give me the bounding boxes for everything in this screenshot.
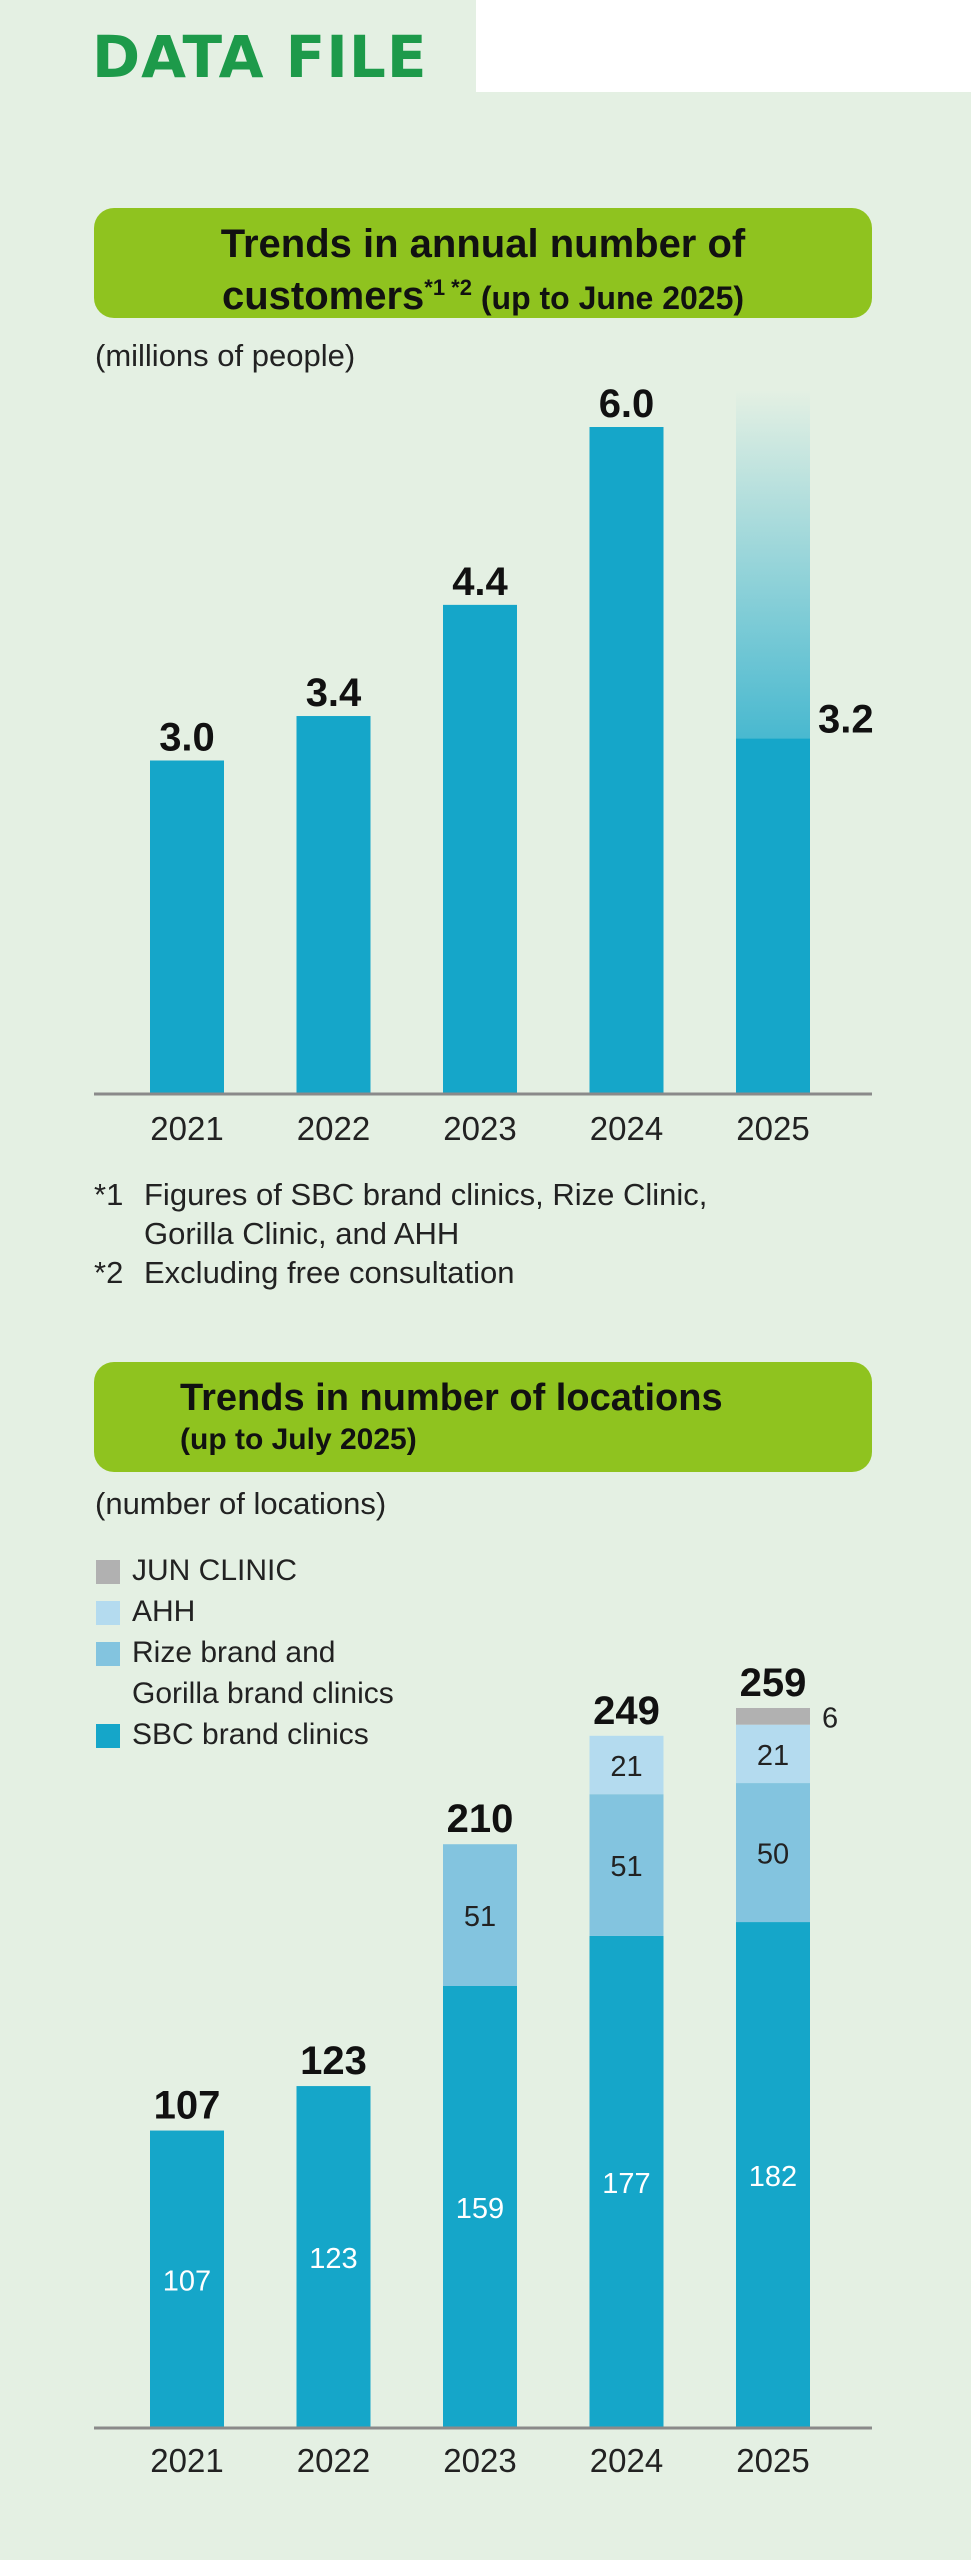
customers-note-1-text-cont: Gorilla Clinic, and AHH xyxy=(144,1216,460,1251)
legend-label-jun-clinic: JUN CLINIC xyxy=(132,1554,298,1587)
customers-chart-period: (up to June 2025) xyxy=(471,280,745,316)
customers-note-2-text: Excluding free consultation xyxy=(144,1255,515,1290)
customers-note-2: *2 xyxy=(94,1255,123,1291)
locations-bar-2023-sbc xyxy=(443,1985,517,2428)
customers-value-2022: 3.4 xyxy=(306,671,362,715)
customers-value-2021: 3.0 xyxy=(159,716,215,760)
customers-tick-2021: 2021 xyxy=(150,1110,223,1147)
note-mark-1: *1 xyxy=(94,1177,124,1212)
customers-note-1-text: Figures of SBC brand clinics, Rize Clini… xyxy=(144,1177,708,1212)
locations-bar-2021-sbc xyxy=(150,2130,224,2428)
locations-total-2025: 259 xyxy=(740,1661,807,1705)
locations-bar-2022-sbc xyxy=(296,2086,371,2428)
customers-chart-banner: Trends in annual number of customers*1 *… xyxy=(94,208,872,318)
locations-seg-label-2025-ahh: 21 xyxy=(757,1740,789,1772)
legend-swatch-jun-clinic xyxy=(96,1560,120,1584)
customers-value-2024: 6.0 xyxy=(599,382,655,426)
locations-tick-2023: 2023 xyxy=(443,2442,516,2479)
locations-seg-label-2023-rize-gorilla: 51 xyxy=(464,1901,496,1933)
legend-label-sbc: SBC brand clinics xyxy=(132,1718,369,1751)
locations-seg-label-2022-sbc: 123 xyxy=(309,2243,357,2275)
customers-bar-2025 xyxy=(736,738,810,1094)
locations-total-2022: 123 xyxy=(300,2039,367,2083)
customers-chart-title-line2: customers*1 *2 (up to June 2025) xyxy=(94,266,872,320)
customers-tick-2022: 2022 xyxy=(297,1110,370,1147)
locations-bar-2023-rize-gorilla xyxy=(443,1844,517,1986)
locations-seg-label-2024-sbc: 177 xyxy=(602,2168,650,2200)
locations-seg-label-2024-rize-gorilla: 51 xyxy=(610,1851,642,1883)
customers-chart-title-line1: Trends in annual number of xyxy=(220,222,746,266)
customers-tick-2024: 2024 xyxy=(590,1110,663,1147)
legend-label-rize-gorilla: Rize brand and xyxy=(132,1636,336,1669)
locations-total-2021: 107 xyxy=(154,2084,221,2128)
locations-total-2024: 249 xyxy=(593,1689,660,1733)
legend-swatch-sbc xyxy=(96,1724,120,1748)
locations-seg-label-2024-ahh: 21 xyxy=(610,1751,642,1783)
legend-label-rize-gorilla-cont: Gorilla brand clinics xyxy=(132,1677,394,1710)
locations-seg-label-2021-sbc: 107 xyxy=(163,2265,211,2297)
customers-tick-2025: 2025 xyxy=(736,1110,809,1147)
locations-tick-2025: 2025 xyxy=(736,2442,809,2479)
locations-bar-2024-rize-gorilla xyxy=(589,1794,664,1936)
customers-tick-2023: 2023 xyxy=(443,1110,516,1147)
customers-chart-title-word: customers xyxy=(221,274,425,318)
customers-bar-2021 xyxy=(150,760,224,1094)
customers-chart-footnote-refs: *1 *2 xyxy=(424,275,472,300)
locations-seg-label-2025-sbc: 182 xyxy=(749,2161,797,2193)
customers-chart-unit: (millions of people) xyxy=(95,338,356,373)
locations-tick-2022: 2022 xyxy=(297,2442,370,2479)
locations-chart-unit: (number of locations) xyxy=(95,1486,387,1521)
legend-swatch-ahh xyxy=(96,1601,120,1625)
customers-bar-2022 xyxy=(296,716,371,1094)
locations-chart-title-line2: (up to July 2025) xyxy=(180,1423,417,1456)
locations-bar-2025-rize-gorilla xyxy=(736,1783,810,1923)
locations-total-2023: 210 xyxy=(447,1797,514,1841)
customers-note-1: *1 xyxy=(94,1177,123,1213)
locations-tick-2021: 2021 xyxy=(150,2442,223,2479)
legend-swatch-rize-gorilla xyxy=(96,1642,120,1666)
customers-bar-projection xyxy=(736,390,810,739)
customers-bar-2023 xyxy=(443,604,517,1094)
legend-label-ahh: AHH xyxy=(132,1595,196,1628)
customers-value-2023: 4.4 xyxy=(452,560,508,604)
locations-seg-label-2025-jun-clinic: 6 xyxy=(822,1702,838,1734)
locations-bar-2024-ahh xyxy=(589,1735,664,1795)
locations-seg-label-2023-sbc: 159 xyxy=(456,2193,504,2225)
note-mark-2: *2 xyxy=(94,1255,124,1290)
locations-chart-title-line1: Trends in number of locations xyxy=(180,1377,723,1419)
page-title: DATA FILE xyxy=(92,23,428,91)
locations-chart-banner: Trends in number of locations (up to Jul… xyxy=(94,1362,872,1472)
customers-bar-2024 xyxy=(589,427,664,1094)
title-tab xyxy=(0,0,476,110)
locations-bar-2025-sbc xyxy=(736,1922,810,2428)
customers-value-2025: 3.2 xyxy=(818,697,874,741)
page-background-corner xyxy=(476,0,971,92)
locations-bar-2025-jun-clinic xyxy=(736,1708,810,1725)
locations-tick-2024: 2024 xyxy=(590,2442,663,2479)
locations-bar-2024-sbc xyxy=(589,1935,664,2428)
locations-bar-2025-ahh xyxy=(736,1724,810,1784)
locations-seg-label-2025-rize-gorilla: 50 xyxy=(757,1839,789,1871)
